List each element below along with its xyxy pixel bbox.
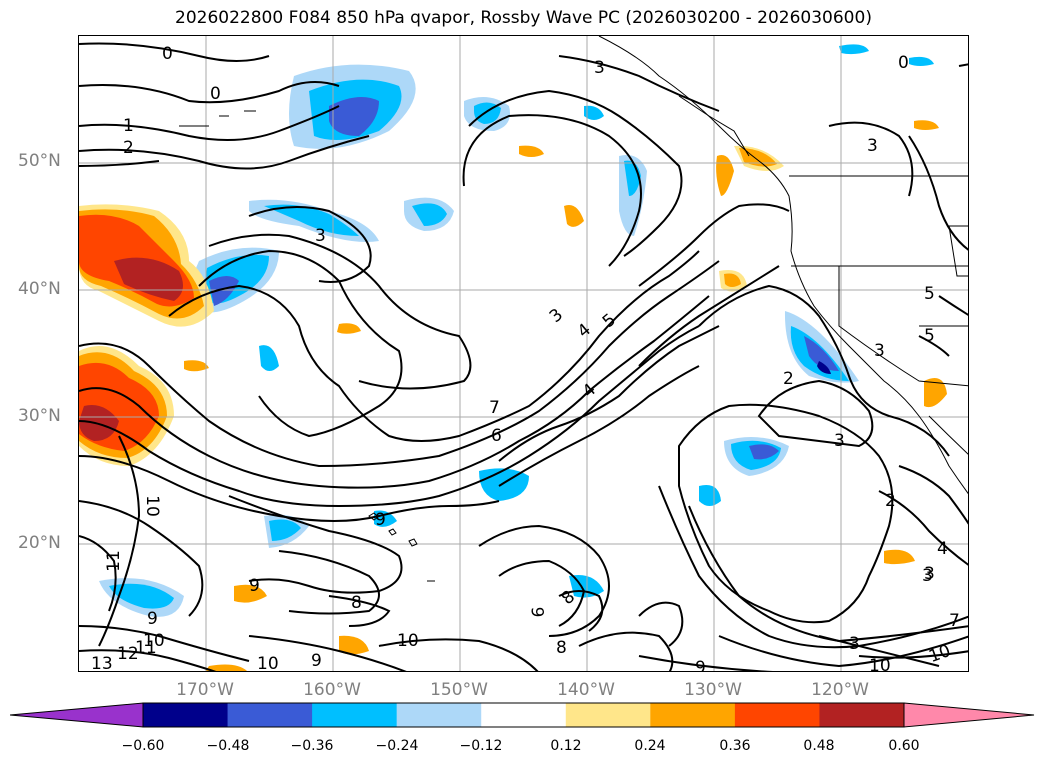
map-panel: 0 0 0 1 2 3 3 3 3 3 3 3 4 5 5 5 6 7 4 2 … bbox=[78, 35, 969, 672]
lon-label-160w: 160°W bbox=[303, 680, 361, 700]
contour-label: 3 bbox=[924, 564, 935, 584]
lat-label-50: 50°N bbox=[18, 151, 61, 171]
contour-label: 9 bbox=[526, 606, 547, 618]
colorbar-cell bbox=[396, 703, 482, 727]
contour-label: 6 bbox=[491, 426, 502, 446]
colorbar-tick: 0.24 bbox=[634, 738, 666, 754]
contour-label: 10 bbox=[141, 495, 162, 517]
colorbar-tick: −0.60 bbox=[121, 738, 165, 754]
colorbar-tick: −0.12 bbox=[459, 738, 503, 754]
contour-label: 5 bbox=[924, 284, 935, 304]
contour-label: 2 bbox=[885, 491, 896, 511]
contour-label: 9 bbox=[249, 576, 260, 596]
contour-label: 12 bbox=[117, 644, 139, 664]
contour-label: 9 bbox=[695, 658, 706, 672]
colorbar-cell bbox=[565, 703, 651, 727]
colorbar-tick: 0.36 bbox=[719, 738, 751, 754]
contour-lines bbox=[79, 42, 968, 671]
lon-label-120w: 120°W bbox=[811, 680, 869, 700]
map-title: 2026022800 F084 850 hPa qvapor, Rossby W… bbox=[175, 8, 872, 28]
colorbar-tick: 0.12 bbox=[550, 738, 582, 754]
lon-label-150w: 150°W bbox=[430, 680, 488, 700]
colorbar-tick: 0.60 bbox=[888, 738, 920, 754]
contour-label: 3 bbox=[867, 136, 878, 156]
colorbar-cells bbox=[143, 703, 905, 727]
contour-label: 9 bbox=[147, 609, 158, 629]
contour-label: 3 bbox=[874, 341, 885, 361]
lon-label-140w: 140°W bbox=[557, 680, 615, 700]
contour-label: 4 bbox=[937, 539, 948, 559]
negative-anomaly-shading bbox=[99, 44, 934, 617]
colorbar-tick: −0.48 bbox=[206, 738, 250, 754]
contour-label: 10 bbox=[869, 656, 891, 672]
lon-label-130w: 130°W bbox=[684, 680, 742, 700]
colorbar-tick: −0.36 bbox=[290, 738, 334, 754]
contour-label: 3 bbox=[834, 431, 845, 451]
colorbar-cell bbox=[481, 703, 567, 727]
contour-label: 3 bbox=[849, 634, 860, 654]
colorbar-cell bbox=[650, 703, 736, 727]
contour-label: 7 bbox=[949, 611, 960, 631]
contour-label: 2 bbox=[783, 369, 794, 389]
contour-label: 3 bbox=[594, 58, 605, 78]
contour-label: 10 bbox=[143, 631, 165, 651]
colorbar-cell bbox=[734, 703, 820, 727]
coastlines bbox=[179, 36, 968, 582]
lat-label-20: 20°N bbox=[18, 533, 61, 553]
contour-label: 0 bbox=[898, 53, 909, 73]
lat-label-40: 40°N bbox=[18, 279, 61, 299]
colorbar-cell bbox=[227, 703, 313, 727]
colorbar-tick: 0.48 bbox=[803, 738, 835, 754]
contour-label: 8 bbox=[351, 593, 362, 613]
contour-label: 0 bbox=[162, 44, 173, 64]
map-canvas bbox=[79, 36, 968, 671]
contour-label: 13 bbox=[91, 654, 113, 672]
contour-label: 9 bbox=[311, 651, 322, 671]
contour-label: 3 bbox=[315, 226, 326, 246]
contour-label: 0 bbox=[210, 84, 221, 104]
contour-label: 10 bbox=[257, 654, 279, 672]
contour-label: 7 bbox=[489, 398, 500, 418]
colorbar-extend-low bbox=[10, 702, 144, 728]
colorbar-cell bbox=[819, 703, 905, 727]
lon-label-170w: 170°W bbox=[176, 680, 234, 700]
positive-anomaly-shading bbox=[79, 120, 947, 671]
colorbar-cell bbox=[312, 703, 398, 727]
contour-label: 1 bbox=[123, 116, 134, 136]
contour-label: 5 bbox=[924, 326, 935, 346]
contour-label: 10 bbox=[397, 631, 419, 651]
contour-label: 11 bbox=[103, 550, 124, 572]
colorbar-cell bbox=[143, 703, 229, 727]
contour-label: 2 bbox=[123, 138, 134, 158]
contour-label: 9 bbox=[375, 510, 386, 530]
graticule bbox=[79, 36, 968, 671]
contour-label: 3 bbox=[922, 566, 933, 586]
colorbar-extend-high bbox=[903, 702, 1035, 728]
colorbar bbox=[10, 702, 1035, 728]
contour-label: 11 bbox=[135, 638, 157, 658]
lat-label-30: 30°N bbox=[18, 406, 61, 426]
colorbar-tick: −0.24 bbox=[375, 738, 419, 754]
contour-label: 8 bbox=[556, 638, 567, 658]
